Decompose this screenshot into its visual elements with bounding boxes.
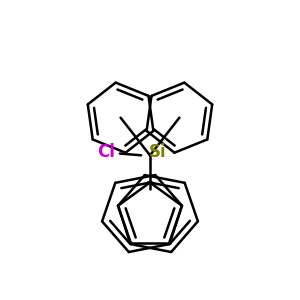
Text: Cl: Cl — [97, 143, 115, 161]
Text: Si: Si — [149, 143, 166, 161]
